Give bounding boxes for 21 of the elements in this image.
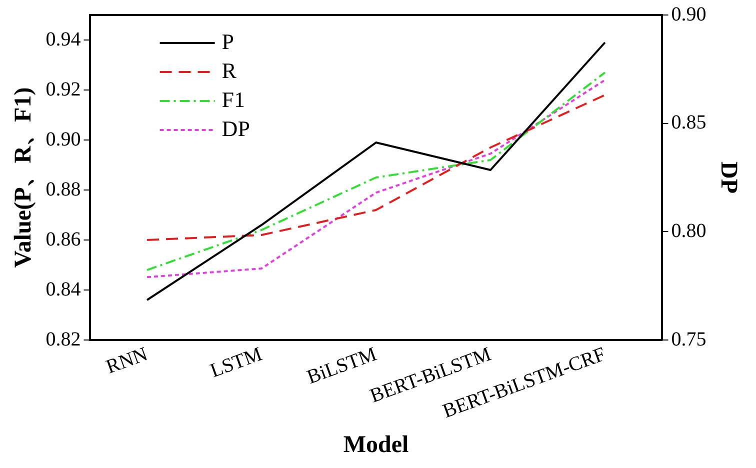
x-tick-label: RNN [103, 343, 151, 378]
y2-tick-label: 0.80 [671, 220, 706, 242]
y2-tick-label: 0.85 [671, 112, 706, 134]
y-tick-label: 0.94 [46, 28, 81, 50]
y-axis-title: Value(P、R、F1) [10, 87, 37, 268]
y-tick-label: 0.86 [46, 228, 81, 250]
legend-label: DP [222, 116, 250, 141]
y-tick-label: 0.90 [46, 128, 81, 150]
y-tick-label: 0.92 [46, 78, 81, 100]
line-series [146, 94, 606, 242]
legend-label: R [222, 58, 237, 83]
y-tick-label: 0.82 [46, 328, 81, 350]
y2-axis-title: DP [715, 162, 742, 194]
legend-label: F1 [222, 86, 246, 112]
y-tick-label: 0.84 [46, 278, 81, 300]
legend-label: P [222, 28, 234, 54]
y2-tick-label: 0.75 [671, 328, 706, 350]
x-tick-label: LSTM [207, 343, 266, 382]
x-axis-title: Model [343, 432, 409, 458]
y-tick-label: 0.88 [46, 178, 81, 200]
y2-tick-label: 0.90 [671, 3, 706, 26]
